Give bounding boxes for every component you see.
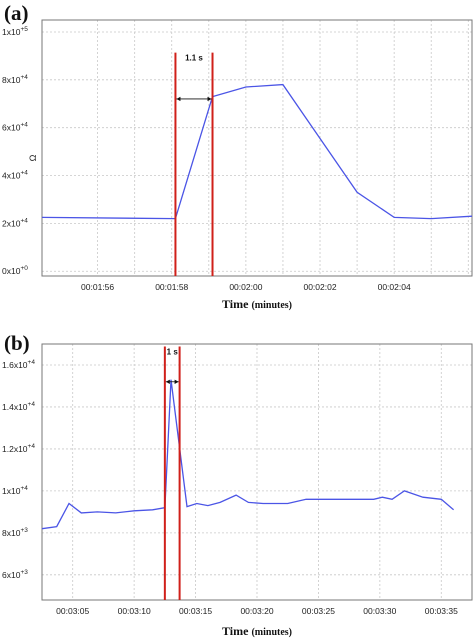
y-tick-label: 8x10+3 bbox=[2, 527, 28, 538]
series-line bbox=[41, 83, 473, 220]
arrow-head-right bbox=[174, 379, 179, 384]
arrow-head-left bbox=[165, 379, 170, 384]
y-tick-label: 2x10+4 bbox=[2, 217, 28, 228]
y-tick-label: 0x10+0 bbox=[2, 265, 28, 276]
panel-a: (a) 0x10+0 2x10+4 4x10+4 6x10+4 8x10+4 1x10+5 0… bbox=[2, 1, 473, 311]
panel-label: (b) bbox=[4, 331, 30, 355]
x-tick-label: 00:03:35 bbox=[425, 606, 458, 616]
y-tick-label: 4x10+4 bbox=[2, 170, 28, 181]
x-tick-label: 00:03:20 bbox=[240, 606, 273, 616]
x-axis-label: Time (minutes) bbox=[222, 624, 292, 638]
y-tick-label: 1x10+5 bbox=[2, 26, 28, 37]
x-tick-label: 00:02:00 bbox=[229, 282, 262, 292]
x-tick-label: 00:02:02 bbox=[303, 282, 336, 292]
y-tick-label: 6x10+4 bbox=[2, 122, 28, 133]
duration-label: 1 s bbox=[167, 347, 179, 356]
x-tick-label: 00:03:05 bbox=[56, 606, 89, 616]
y-tick-label: 1.6x10+4 bbox=[2, 359, 35, 370]
plot-frame bbox=[41, 343, 473, 601]
x-tick-label: 00:01:56 bbox=[81, 282, 114, 292]
x-tick-label: 00:03:10 bbox=[118, 606, 151, 616]
y-tick-label: 1.2x10+4 bbox=[2, 443, 35, 454]
y-tick-label: 6x10+3 bbox=[2, 569, 28, 580]
x-tick-label: 00:03:30 bbox=[363, 606, 396, 616]
x-axis-label: Time (minutes) bbox=[222, 297, 292, 311]
y-tick-label: 1.4x10+4 bbox=[2, 401, 35, 412]
x-tick-label: 00:03:25 bbox=[302, 606, 335, 616]
panel-label: (a) bbox=[4, 1, 29, 25]
y-axis-label: Ω bbox=[28, 154, 38, 161]
y-tick-label: 8x10+4 bbox=[2, 74, 28, 85]
x-tick-label: 00:01:58 bbox=[155, 282, 188, 292]
x-tick-label: 00:02:04 bbox=[378, 282, 411, 292]
arrow-head-right bbox=[207, 96, 212, 102]
x-tick-label: 00:03:15 bbox=[179, 606, 212, 616]
duration-label: 1.1 s bbox=[185, 54, 203, 63]
y-tick-label: 1x10+4 bbox=[2, 485, 28, 496]
series-line bbox=[41, 379, 455, 530]
plot-frame bbox=[41, 19, 473, 277]
panel-b: (b) 6x10+3 8x10+3 1x10+4 1.2x10+4 1.4x10+4 1.6… bbox=[2, 331, 473, 638]
arrow-head-left bbox=[176, 96, 181, 102]
